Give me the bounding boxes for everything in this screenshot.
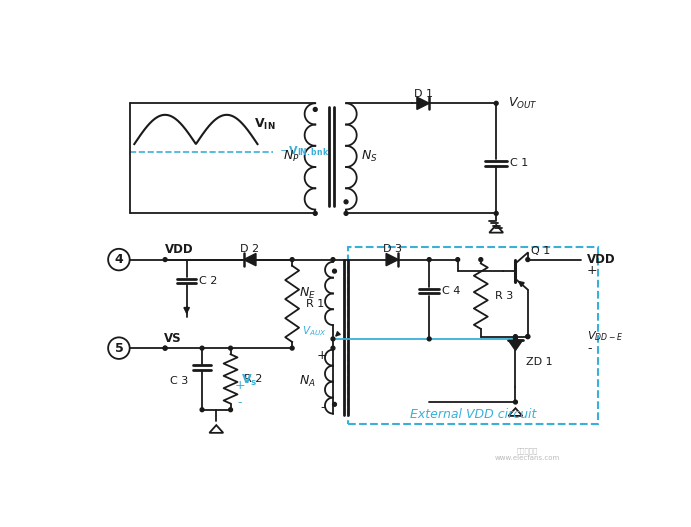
Circle shape [290,258,294,261]
Text: VS: VS [164,333,182,345]
Text: 5: 5 [115,341,123,355]
Text: D 2: D 2 [240,244,259,254]
Text: 4: 4 [115,253,123,266]
Text: VDD: VDD [164,243,193,256]
Text: VDD: VDD [587,253,616,266]
Circle shape [163,346,167,350]
Text: D 1: D 1 [413,89,433,99]
Circle shape [163,258,167,261]
Circle shape [513,335,518,338]
Text: Q 1: Q 1 [531,246,550,256]
Text: C 4: C 4 [442,286,460,296]
Text: $V_{AUX}$: $V_{AUX}$ [303,324,327,338]
Circle shape [427,337,431,341]
Text: $-\mathbf{V_{IN.bnk}}$: $-\mathbf{V_{IN.bnk}}$ [279,144,330,158]
Circle shape [313,108,317,111]
Circle shape [344,211,348,216]
Circle shape [331,346,335,350]
Circle shape [526,335,530,338]
Text: +: + [317,349,328,363]
Circle shape [290,346,294,350]
Text: $N_S$: $N_S$ [361,149,378,164]
Text: External VDD circuit: External VDD circuit [410,408,536,421]
Text: $V_{OUT}$: $V_{OUT}$ [508,96,538,111]
Text: $N_P$: $N_P$ [283,149,300,164]
Circle shape [313,211,317,216]
Text: +: + [587,264,598,277]
Text: -: - [320,401,325,414]
Circle shape [163,346,167,350]
Circle shape [427,258,431,261]
Text: C 1: C 1 [510,158,529,168]
Circle shape [513,337,518,341]
Circle shape [229,408,232,412]
Circle shape [456,258,460,261]
Circle shape [332,269,337,273]
Circle shape [526,335,530,338]
Polygon shape [417,97,429,110]
Circle shape [479,258,483,261]
Circle shape [344,200,348,204]
Text: ZD 1: ZD 1 [527,357,553,367]
Text: C 3: C 3 [170,376,188,386]
Circle shape [200,346,204,350]
Text: $V_{DD-E}$: $V_{DD-E}$ [587,330,623,344]
Circle shape [331,258,335,261]
Text: C 2: C 2 [199,276,218,286]
Circle shape [331,337,335,341]
Circle shape [494,101,498,105]
Polygon shape [509,340,522,350]
Text: $N_E$: $N_E$ [299,286,316,301]
Text: R 2: R 2 [245,374,263,384]
Circle shape [200,408,204,412]
Text: $\mathbf{V_s}$: $\mathbf{V_s}$ [240,373,257,388]
Circle shape [229,346,232,350]
Polygon shape [386,253,399,266]
Circle shape [332,403,337,406]
Circle shape [526,258,530,261]
Text: $\mathbf{V_{IN}}$: $\mathbf{V_{IN}}$ [254,118,276,132]
Circle shape [513,400,518,404]
Text: D 3: D 3 [383,244,401,254]
Text: +: + [234,378,245,392]
Circle shape [494,211,498,216]
Text: -: - [238,396,242,408]
Text: -: - [587,341,591,355]
Text: 电子发烧友
www.elecfans.com: 电子发烧友 www.elecfans.com [494,447,560,461]
Text: R 3: R 3 [495,291,513,301]
Polygon shape [244,253,256,266]
Text: $N_A$: $N_A$ [299,374,316,389]
Text: R 1: R 1 [306,299,324,309]
